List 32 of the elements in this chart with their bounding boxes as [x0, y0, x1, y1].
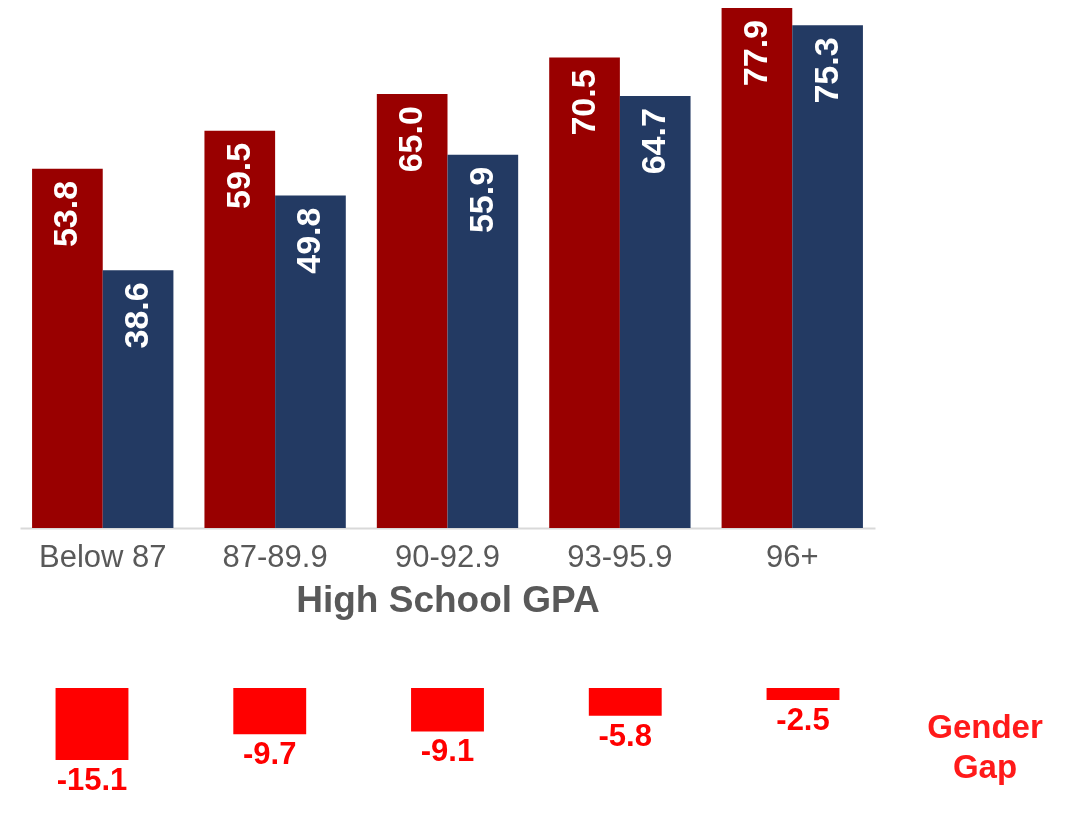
bar [102, 270, 174, 528]
data-label: 64.7 [634, 108, 673, 175]
x-tick-label: 90-92.9 [394, 538, 501, 574]
data-label: 53.8 [46, 180, 85, 248]
x-tick-label: 93-95.9 [567, 538, 673, 574]
data-label: 55.9 [461, 166, 500, 234]
data-label: 70.5 [563, 69, 602, 136]
data-label: 65.0 [391, 106, 430, 173]
data-label: -5.8 [598, 717, 652, 753]
x-tick-label: Below 87 [38, 538, 167, 574]
bar [549, 57, 620, 528]
data-label: 49.8 [289, 207, 328, 274]
x-axis-title: High School GPA [296, 578, 600, 620]
data-label: -2.5 [776, 701, 830, 737]
bar [792, 25, 863, 528]
x-tick-label: 96+ [765, 538, 819, 574]
data-label: -15.1 [56, 762, 128, 797]
x-tick-label: 87-89.9 [222, 538, 328, 574]
data-label: -9.7 [243, 736, 297, 772]
data-label: 59.5 [218, 142, 257, 210]
bar [275, 195, 346, 528]
bar [721, 8, 793, 528]
data-label: -9.1 [420, 733, 475, 769]
data-label: 77.9 [735, 20, 774, 87]
bar [376, 94, 448, 528]
y-axis-title: Gender Gap [927, 708, 1043, 785]
data-label: 38.6 [117, 282, 156, 349]
bar [447, 154, 519, 528]
data-label: 75.3 [806, 37, 845, 104]
bar [619, 96, 691, 528]
bar [204, 130, 276, 528]
bar [32, 168, 103, 528]
